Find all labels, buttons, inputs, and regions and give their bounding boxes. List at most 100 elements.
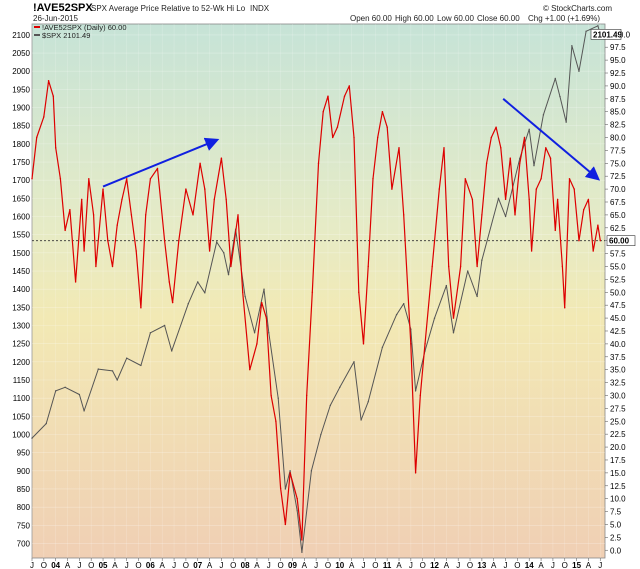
data-point	[336, 126, 339, 128]
left-tick-label: 1100	[13, 394, 31, 403]
data-point	[220, 157, 223, 159]
x-tick-label: 14	[525, 561, 534, 569]
x-tick-label: O	[41, 561, 47, 569]
symbol-description: SPX Average Price Relative to 52-Wk Hi L…	[91, 4, 246, 13]
data-point	[466, 270, 469, 272]
data-point	[329, 404, 332, 407]
data-point	[339, 386, 341, 388]
quote-high: High 60.00	[395, 14, 434, 23]
data-point	[54, 390, 57, 392]
x-tick-label: O	[514, 561, 520, 569]
reference-line-60: 60.00	[32, 235, 636, 246]
data-point	[556, 198, 559, 201]
right-tick-label: 80.0	[610, 134, 626, 143]
exchange-label: INDX	[250, 4, 270, 13]
data-point	[92, 214, 95, 216]
data-point	[599, 239, 601, 242]
data-point	[305, 394, 308, 397]
data-point	[64, 229, 66, 232]
data-point	[163, 239, 166, 242]
x-tick-label: J	[172, 561, 176, 569]
data-point	[74, 281, 77, 283]
legend-ave52spx: !AVE52SPX (Daily) 60.00	[42, 23, 127, 32]
x-tick-label: O	[230, 561, 236, 569]
data-point	[445, 284, 448, 287]
quote-close: Close 60.00	[477, 14, 520, 23]
data-point	[452, 332, 455, 334]
data-point	[476, 265, 478, 268]
reference-value-label: 60.00	[609, 237, 630, 246]
quote-open: Open 60.00	[350, 14, 392, 23]
data-point	[277, 397, 279, 399]
right-tick-label: 85.0	[610, 108, 626, 117]
right-tick-label: 42.5	[610, 327, 626, 336]
data-point	[301, 539, 303, 541]
data-point	[353, 361, 355, 363]
data-point	[130, 214, 133, 216]
data-point	[197, 281, 199, 283]
x-tick-label: 10	[335, 561, 344, 569]
right-tick-label: 77.5	[610, 146, 626, 155]
data-point	[144, 214, 147, 216]
data-point	[59, 178, 62, 180]
x-tick-label: O	[467, 561, 473, 569]
x-tick-label: A	[302, 561, 308, 569]
data-point	[592, 250, 594, 252]
data-point	[564, 307, 566, 309]
data-point	[296, 497, 298, 500]
data-point	[253, 332, 256, 334]
data-point	[163, 324, 166, 327]
data-point	[554, 77, 556, 80]
right-tick-label: 17.5	[610, 456, 626, 465]
data-point	[256, 343, 258, 345]
x-tick-label: J	[409, 561, 413, 569]
right-tick-label: 75.0	[610, 159, 626, 168]
data-point	[573, 188, 575, 190]
x-tick-label: J	[504, 561, 508, 569]
data-point	[204, 188, 206, 190]
data-point	[597, 25, 599, 27]
data-point	[43, 116, 45, 118]
data-point	[568, 178, 571, 180]
left-tick-label: 800	[17, 503, 31, 512]
data-point	[268, 332, 270, 334]
data-point	[111, 370, 114, 372]
right-tick-label: 15.0	[610, 469, 626, 478]
data-point	[54, 147, 57, 149]
x-tick-label: J	[456, 561, 460, 569]
x-axis: J O 04 A J O 05 A J O 06 A J O 07 A J O 08 A J O 09 A J O 10 A J O 11 A…	[30, 558, 602, 569]
data-point	[88, 178, 90, 180]
right-tick-label: 82.5	[610, 121, 626, 130]
data-point	[561, 265, 564, 268]
data-point	[36, 136, 38, 139]
x-tick-label: A	[444, 561, 450, 569]
data-point	[391, 188, 393, 190]
x-tick-label: 04	[51, 561, 60, 569]
x-tick-label: O	[88, 561, 94, 569]
x-tick-label: J	[598, 561, 602, 569]
data-point	[284, 523, 287, 526]
data-point	[367, 265, 369, 268]
data-point	[121, 198, 123, 201]
data-point	[542, 114, 545, 116]
right-tick-label: 7.5	[610, 508, 622, 517]
x-tick-label: 09	[288, 561, 297, 569]
data-point	[78, 393, 81, 396]
data-point	[360, 419, 362, 421]
data-point	[260, 301, 263, 304]
left-tick-label: 1550	[12, 231, 30, 240]
data-point	[343, 95, 346, 97]
data-point	[170, 350, 173, 352]
x-tick-label: A	[160, 561, 166, 569]
data-point	[431, 265, 433, 268]
data-point	[424, 343, 426, 345]
data-point	[199, 162, 201, 165]
data-point	[140, 307, 142, 309]
left-tick-label: 900	[17, 467, 31, 476]
data-point	[289, 470, 291, 472]
left-tick-label: 1250	[12, 340, 30, 349]
reference-value-box	[606, 235, 636, 246]
x-tick-label: J	[551, 561, 555, 569]
data-point	[223, 252, 225, 254]
data-point	[178, 239, 180, 242]
